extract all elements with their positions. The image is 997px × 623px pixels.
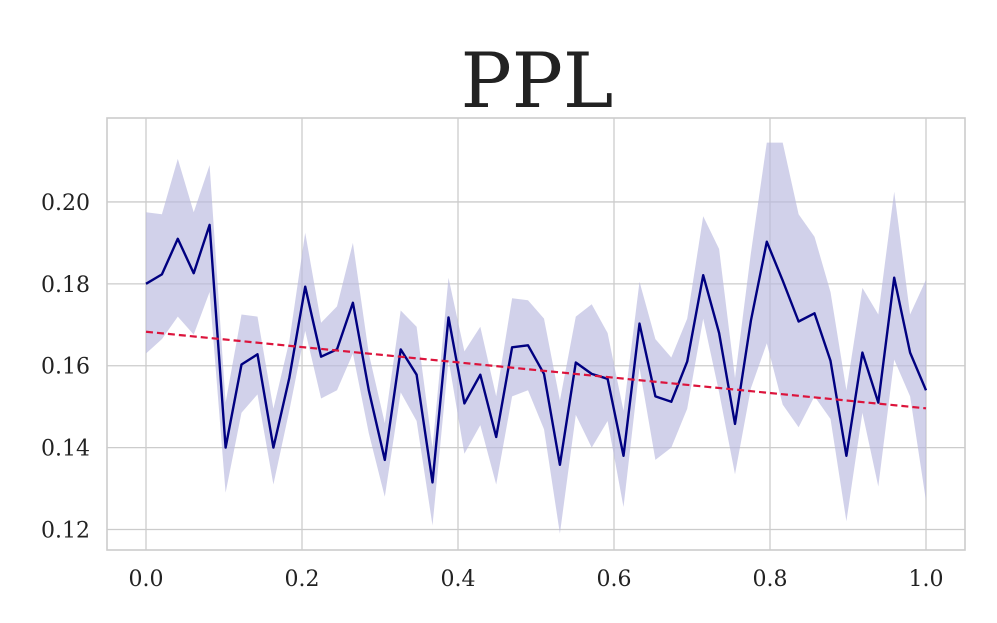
x-tick-label: 0.8 [753, 567, 788, 592]
y-tick-label: 0.16 [41, 355, 90, 380]
x-axis: 0.0 0.2 0.4 0.6 0.8 1.0 [129, 567, 944, 592]
x-tick-label: 0.0 [129, 567, 164, 592]
y-tick-label: 0.18 [41, 273, 90, 298]
y-tick-label: 0.14 [41, 437, 90, 462]
x-tick-label: 0.2 [285, 567, 320, 592]
series-line [145, 223, 928, 484]
y-tick-label: 0.12 [41, 519, 90, 544]
x-tick-label: 0.4 [441, 567, 476, 592]
confidence-band-layer [146, 142, 926, 534]
series-line-layer [145, 223, 928, 484]
confidence-band [146, 142, 926, 534]
x-tick-label: 0.6 [597, 567, 632, 592]
y-tick-label: 0.20 [41, 191, 90, 216]
trend-line-layer [145, 330, 927, 410]
x-tick-label: 1.0 [909, 567, 944, 592]
trend-line [145, 330, 927, 410]
y-axis: 0.12 0.14 0.16 0.18 0.20 [41, 191, 90, 544]
chart-title: PPL [461, 36, 614, 125]
